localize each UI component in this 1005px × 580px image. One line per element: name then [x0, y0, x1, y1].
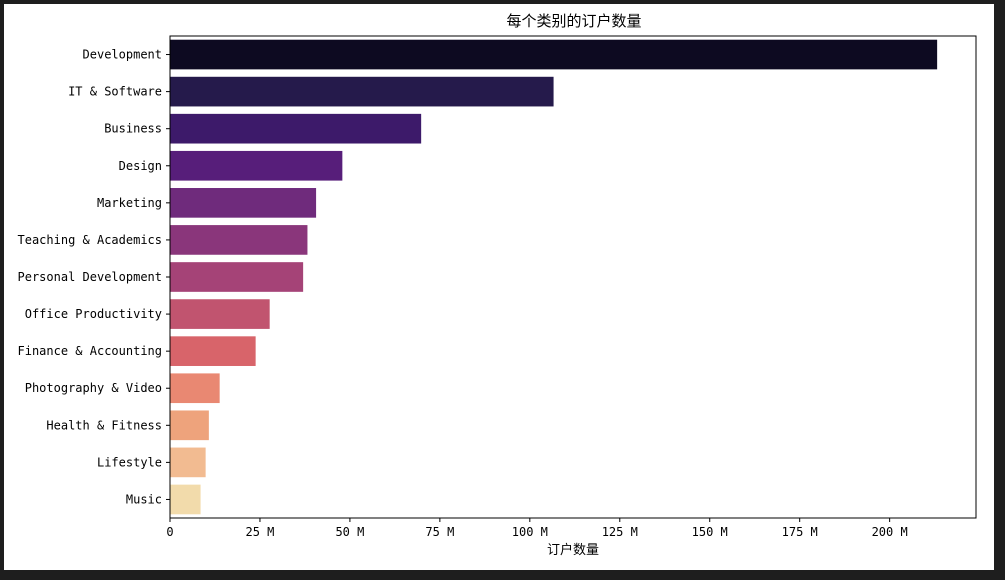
category-label: Marketing	[97, 196, 162, 210]
bar-chart: 每个类别的订户数量 Development IT & Software Busine…	[18, 12, 977, 558]
category-label: Design	[119, 159, 162, 173]
category-label: Development	[83, 48, 162, 62]
category-label: Music	[126, 492, 162, 506]
x-tick-label: 50 M	[335, 525, 364, 539]
category-label: Personal Development	[18, 270, 163, 284]
bar-development	[170, 39, 938, 70]
chart-title: 每个类别的订户数量	[506, 12, 641, 30]
category-label: Lifestyle	[97, 455, 162, 469]
x-axis-label: 订户数量	[547, 542, 599, 558]
bar-marketing	[170, 188, 317, 218]
category-label: IT & Software	[68, 85, 162, 99]
x-tick-label: 150 M	[692, 525, 728, 539]
bar-office-productivity	[170, 299, 270, 329]
x-axis-ticks: 0 25 M 50 M 75 M 100 M 125 M 150 M 175 M 200 M	[166, 518, 908, 539]
x-tick-label: 100 M	[512, 525, 548, 539]
category-label: Finance & Accounting	[18, 344, 163, 358]
x-tick-label: 0	[166, 525, 173, 539]
category-label: Business	[104, 122, 162, 136]
x-tick-label: 200 M	[872, 525, 908, 539]
bar-finance-accounting	[170, 336, 256, 366]
category-label: Health & Fitness	[46, 418, 162, 432]
x-tick-label: 75 M	[425, 525, 454, 539]
category-label: Office Productivity	[25, 307, 162, 321]
bar-personal-development	[170, 262, 304, 292]
bar-teaching-academics	[170, 225, 308, 255]
bar-business	[170, 113, 422, 144]
bar-it-software	[170, 76, 554, 107]
category-labels: Development IT & Software Business Design Ma…	[18, 48, 170, 506]
bar-design	[170, 150, 343, 181]
bar-health-fitness	[170, 410, 209, 441]
x-tick-label: 25 M	[246, 525, 275, 539]
chart-figure: 每个类别的订户数量 Development IT & Software Busine…	[4, 4, 994, 570]
bar-music	[170, 484, 201, 515]
bars-group	[170, 39, 938, 515]
bar-photography-video	[170, 373, 220, 404]
x-tick-label: 125 M	[602, 525, 638, 539]
category-label: Photography & Video	[25, 381, 162, 395]
x-tick-label: 175 M	[782, 525, 818, 539]
category-label: Teaching & Academics	[18, 233, 163, 247]
bar-lifestyle	[170, 447, 206, 478]
plot-frame	[169, 35, 977, 519]
